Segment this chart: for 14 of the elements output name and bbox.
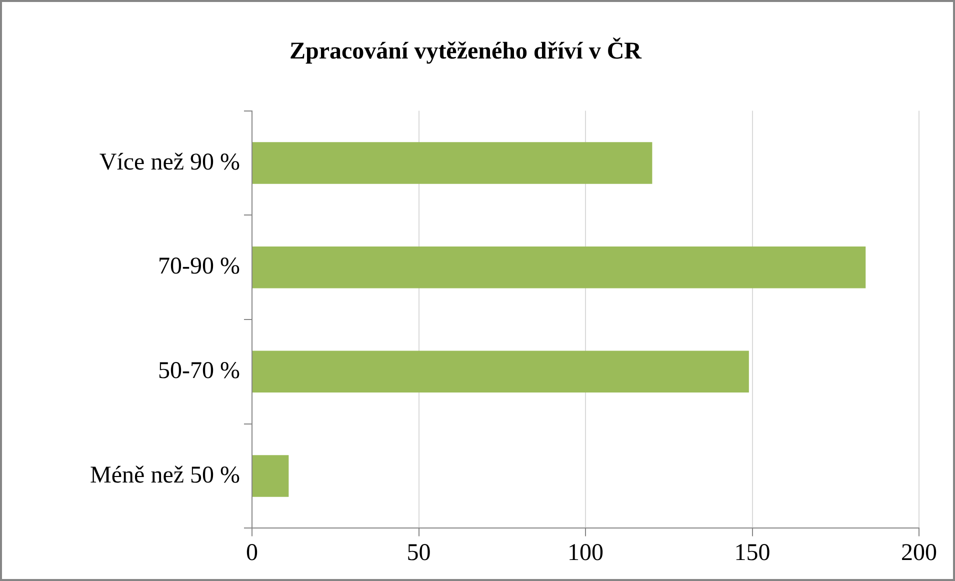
bar: [252, 455, 289, 497]
y-tick-label: 50-70 %: [158, 358, 240, 384]
x-tick-label: 150: [734, 540, 770, 566]
chart-title: Zpracování vytěženého dříví v ČR: [290, 38, 642, 65]
bar: [252, 142, 652, 184]
x-tick-label: 50: [406, 540, 431, 566]
x-tick-label: 200: [901, 540, 937, 566]
y-tick-label: Více než 90 %: [99, 149, 240, 176]
y-tick-label: 70-90 %: [158, 254, 240, 280]
bar: [252, 350, 749, 393]
bar: [252, 246, 866, 288]
y-tick-label: Méně než 50 %: [90, 462, 240, 488]
x-tick-label: 100: [568, 540, 604, 566]
x-tick-label: 0: [246, 540, 258, 566]
